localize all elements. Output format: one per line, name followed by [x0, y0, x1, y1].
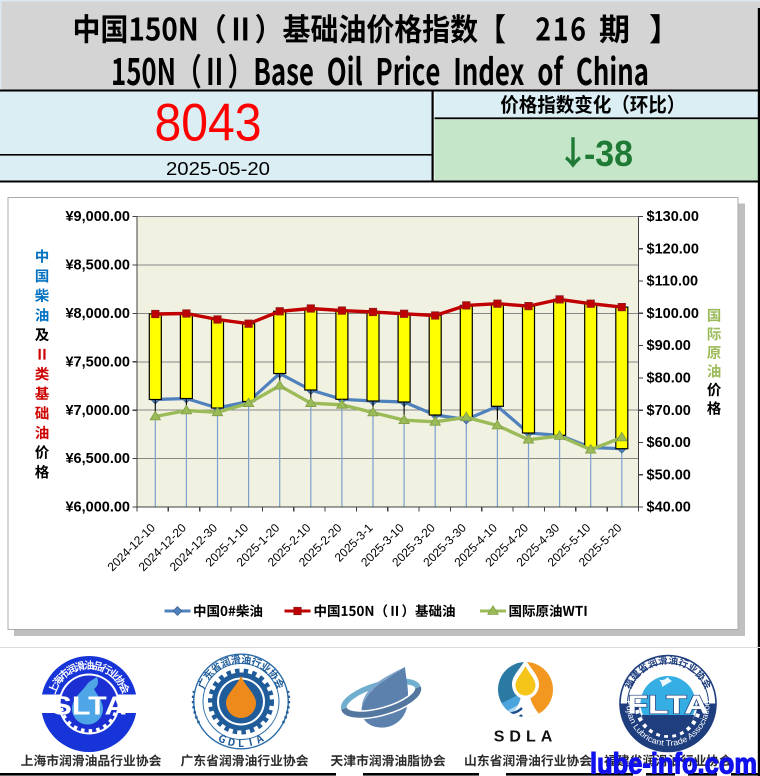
svg-text:$40.00: $40.00	[647, 500, 691, 516]
svg-text:lube-info.com: lube-info.com	[590, 748, 757, 776]
svg-text:$80.00: $80.00	[647, 371, 691, 387]
svg-text:SDLA: SDLA	[494, 729, 558, 746]
svg-text:SLTA: SLTA	[52, 691, 127, 721]
svg-text:$90.00: $90.00	[647, 338, 691, 354]
svg-text:¥9,000.00: ¥9,000.00	[65, 209, 130, 225]
svg-text:$130.00: $130.00	[647, 209, 699, 225]
svg-text:2025-05-20: 2025-05-20	[166, 158, 270, 179]
svg-text:$60.00: $60.00	[647, 435, 691, 451]
svg-text:$120.00: $120.00	[647, 241, 699, 257]
svg-text:¥7,000.00: ¥7,000.00	[65, 403, 130, 419]
svg-text:¥8,000.00: ¥8,000.00	[65, 306, 130, 322]
svg-text:¥7,500.00: ¥7,500.00	[65, 354, 130, 370]
svg-text:¥8,500.00: ¥8,500.00	[65, 258, 130, 274]
svg-text:$70.00: $70.00	[647, 403, 691, 419]
svg-text:-38: -38	[584, 133, 633, 174]
svg-text:$100.00: $100.00	[647, 306, 699, 322]
svg-text:¥6,500.00: ¥6,500.00	[65, 451, 130, 467]
svg-text:$50.00: $50.00	[647, 467, 691, 483]
svg-text:$110.00: $110.00	[647, 274, 699, 290]
svg-text:FLTA: FLTA	[628, 692, 709, 720]
svg-text:¥6,000.00: ¥6,000.00	[65, 500, 130, 516]
svg-text:8043: 8043	[155, 94, 262, 153]
